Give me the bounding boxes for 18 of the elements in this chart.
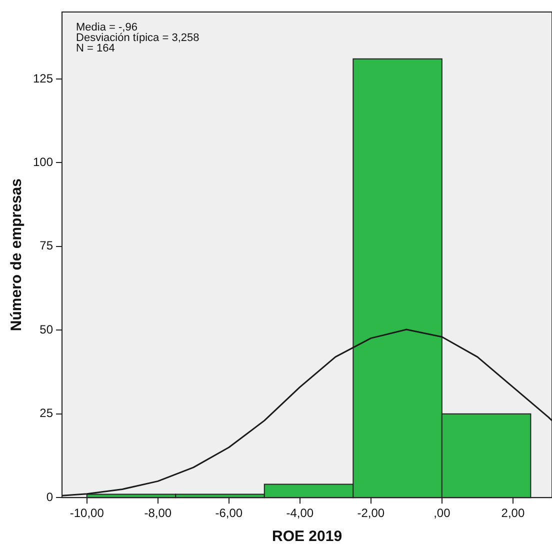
y-tick-label: 100: [32, 155, 54, 170]
x-tick-label: -4,00: [286, 506, 314, 520]
x-tick-label: ,00: [434, 506, 451, 520]
annotation: Media = -,96: [76, 22, 138, 34]
annotation: Desviación típica = 3,258: [76, 32, 200, 44]
x-axis-title: ROE 2019: [272, 528, 342, 546]
x-tick-label: -8,00: [144, 506, 172, 520]
y-axis-title: Número de empresas: [8, 178, 26, 332]
y-tick-label: 75: [40, 238, 54, 253]
annotation: N = 164: [76, 42, 115, 55]
x-tick-label: -2,00: [357, 506, 385, 520]
x-tick-label: -6,00: [215, 506, 243, 520]
x-tick-label: 2,00: [501, 506, 525, 520]
y-tick-label: 125: [32, 71, 54, 86]
x-tick-label: -10,00: [70, 506, 104, 520]
y-tick-label: 50: [40, 322, 54, 336]
y-tick-label: 0: [46, 490, 54, 504]
y-tick-label: 25: [40, 406, 54, 420]
